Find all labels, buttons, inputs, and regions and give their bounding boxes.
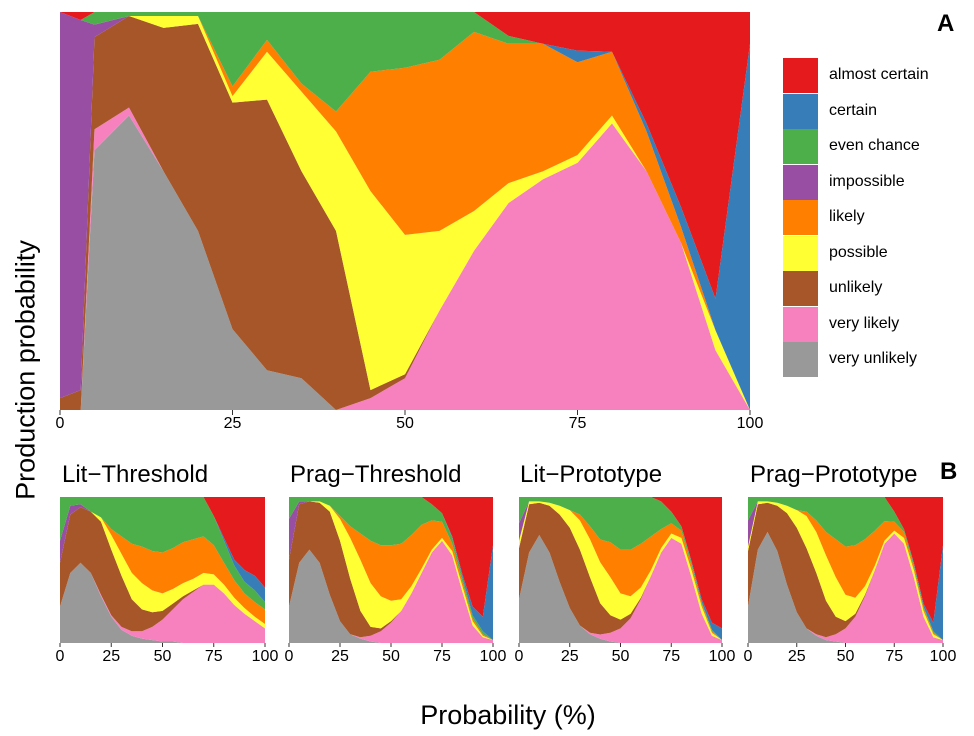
area-possible — [289, 501, 493, 641]
x-tick-label: 100 — [480, 648, 507, 665]
area-very-unlikely — [60, 562, 265, 643]
area-very-likely — [519, 535, 722, 643]
x-tick-label: 50 — [837, 648, 855, 665]
x-tick-label: 50 — [396, 415, 414, 432]
x-tick-label: 25 — [331, 648, 349, 665]
legend-swatch — [783, 58, 818, 93]
x-tick-label: 0 — [56, 648, 65, 665]
x-tick-label: 25 — [788, 648, 806, 665]
legend-label: very likely — [829, 314, 900, 332]
area-even-chance — [748, 497, 943, 641]
area-very-likely — [289, 540, 493, 643]
chart-panel-4: 0 25 50 75 100 — [515, 497, 736, 665]
area-unlikely — [519, 502, 722, 641]
legend-swatch — [783, 93, 818, 129]
legend-swatch — [783, 164, 818, 200]
legend-swatch — [783, 129, 818, 164]
area-likely — [519, 501, 722, 641]
x-tick-label: 75 — [885, 648, 903, 665]
chart-panel-1: 0 25 50 75 100 — [56, 12, 764, 432]
area-unlikely — [60, 16, 750, 410]
x-tick-label: 75 — [433, 648, 451, 665]
area-likely — [748, 501, 943, 641]
area-possible — [60, 16, 750, 410]
x-tick-label: 25 — [561, 648, 579, 665]
legend-swatch — [783, 271, 818, 306]
area-very-unlikely — [519, 535, 722, 643]
legend-swatch — [783, 342, 818, 377]
area-very-unlikely — [748, 532, 943, 643]
area-very-unlikely — [60, 115, 750, 410]
legend-label: likely — [829, 208, 865, 225]
area-even-chance — [60, 497, 265, 610]
panel-b-label: B — [940, 458, 958, 485]
legend-label: impossible — [829, 172, 905, 190]
model-title-prag-threshold: Prag−Threshold — [290, 461, 462, 488]
legend-label: certain — [829, 101, 878, 119]
legend-label: possible — [829, 243, 888, 261]
legend-label: very unlikely — [829, 350, 918, 367]
area-likely — [60, 507, 265, 624]
area-unlikely — [289, 501, 493, 641]
area-almost-certain — [289, 497, 493, 617]
x-tick-label: 75 — [569, 415, 587, 432]
x-tick-label: 100 — [737, 415, 764, 432]
area-even-chance — [519, 497, 722, 641]
area-very-likely — [748, 532, 943, 643]
area-almost-certain — [519, 497, 722, 629]
area-unlikely — [60, 507, 265, 632]
legend-label: unlikely — [829, 279, 883, 296]
x-tick-label: 75 — [205, 648, 223, 665]
x-tick-label: 50 — [382, 648, 400, 665]
area-likely — [289, 501, 493, 641]
x-tick-label: 0 — [515, 648, 524, 665]
area-very-likely — [60, 562, 265, 643]
y-axis-label: Production probability — [10, 240, 41, 500]
x-tick-label: 25 — [224, 415, 242, 432]
x-tick-label: 25 — [102, 648, 120, 665]
model-title-prag-prototype: Prag−Prototype — [750, 461, 918, 488]
chart-panel-2: 0 25 50 75 100 — [56, 497, 279, 665]
legend-swatch — [783, 235, 818, 271]
x-tick-label: 50 — [154, 648, 172, 665]
chart-panel-5: 0 25 50 75 100 — [744, 497, 957, 665]
x-tick-label: 50 — [612, 648, 630, 665]
area-unlikely — [748, 502, 943, 641]
area-even-chance — [289, 497, 493, 641]
area-possible — [519, 501, 722, 641]
x-tick-label: 75 — [662, 648, 680, 665]
x-axis-label: Probability (%) — [420, 700, 596, 730]
model-title-lit-threshold: Lit−Threshold — [62, 461, 209, 488]
area-possible — [60, 507, 265, 629]
area-almost-certain — [60, 497, 265, 588]
x-tick-label: 100 — [252, 648, 279, 665]
model-title-lit-prototype: Lit−Prototype — [520, 461, 663, 488]
x-tick-label: 0 — [56, 415, 65, 432]
x-tick-label: 100 — [930, 648, 957, 665]
chart-panel-3: 0 25 50 75 100 — [285, 497, 507, 665]
legend-swatch — [783, 306, 818, 342]
legend-label: almost certain — [829, 66, 929, 83]
area-almost-certain — [748, 497, 943, 623]
area-likely — [60, 16, 750, 410]
area-very-likely — [60, 107, 750, 410]
area-almost-certain — [60, 12, 750, 299]
x-tick-label: 0 — [285, 648, 294, 665]
area-very-unlikely — [289, 549, 493, 643]
legend-label: even chance — [829, 137, 920, 154]
x-tick-label: 0 — [744, 648, 753, 665]
legend-swatch — [783, 200, 818, 235]
x-tick-label: 100 — [709, 648, 736, 665]
area-possible — [748, 501, 943, 641]
panel-a-label: A — [937, 10, 955, 37]
